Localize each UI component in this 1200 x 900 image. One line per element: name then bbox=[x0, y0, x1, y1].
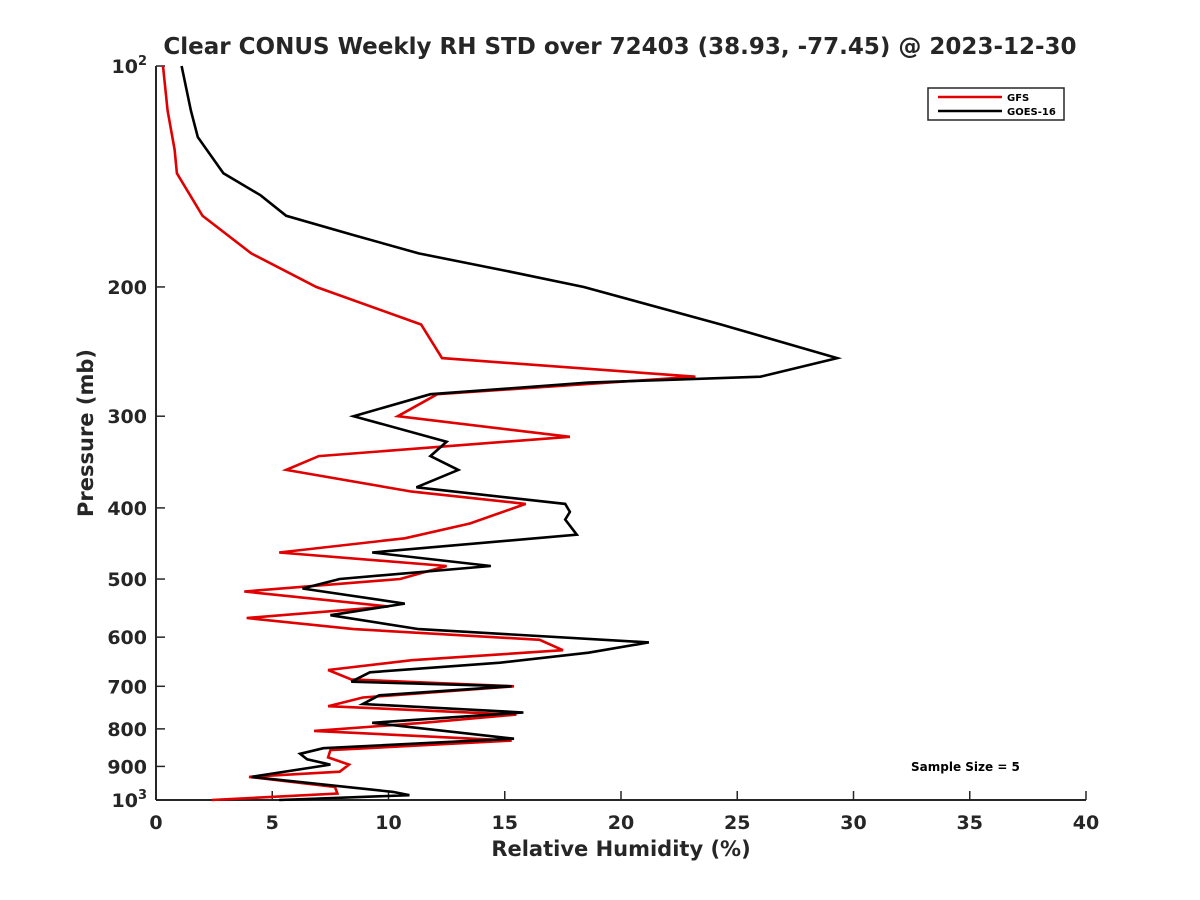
y-tick-label: 300 bbox=[107, 406, 147, 428]
y-tick-label: 103 bbox=[112, 788, 148, 812]
y-axis-label: Pressure (mb) bbox=[74, 349, 98, 517]
x-axis-ticks: 0 5 10 15 20 25 30 35 40 bbox=[149, 791, 1099, 834]
y-tick-label: 600 bbox=[107, 627, 147, 649]
x-tick-label: 0 bbox=[149, 812, 162, 834]
x-tick-label: 25 bbox=[724, 812, 750, 834]
legend-box bbox=[927, 87, 1065, 121]
y-tick-label: 700 bbox=[107, 676, 147, 698]
plot-area bbox=[155, 66, 1086, 801]
y-tick-label: 200 bbox=[107, 277, 147, 299]
series-lines bbox=[161, 65, 843, 802]
series-line-goes16 bbox=[180, 65, 843, 802]
series-line-gfs bbox=[161, 65, 696, 802]
x-tick-label: 30 bbox=[840, 812, 866, 834]
x-tick-label: 15 bbox=[492, 812, 518, 834]
legend: GFS GOES-16 bbox=[927, 87, 1065, 121]
y-tick-label: 500 bbox=[107, 569, 147, 591]
y-tick-label: 400 bbox=[107, 498, 147, 520]
x-tick-label: 20 bbox=[608, 812, 634, 834]
x-tick-label: 35 bbox=[957, 812, 983, 834]
chart-title: Clear CONUS Weekly RH STD over 72403 (38… bbox=[163, 34, 1076, 60]
x-tick-label: 5 bbox=[266, 812, 279, 834]
y-tick-label: 800 bbox=[107, 719, 147, 741]
x-axis-label: Relative Humidity (%) bbox=[491, 837, 750, 861]
x-tick-label: 10 bbox=[375, 812, 401, 834]
sample-size-annotation: Sample Size = 5 bbox=[911, 760, 1020, 774]
x-tick-label: 40 bbox=[1073, 812, 1099, 834]
y-tick-label: 102 bbox=[112, 54, 148, 78]
legend-label-goes16: GOES-16 bbox=[1007, 107, 1056, 118]
legend-label-gfs: GFS bbox=[1007, 93, 1029, 104]
y-tick-label: 900 bbox=[107, 756, 147, 778]
y-axis-ticks: 102 200 300 400 500 600 700 800 900 103 bbox=[107, 54, 165, 812]
